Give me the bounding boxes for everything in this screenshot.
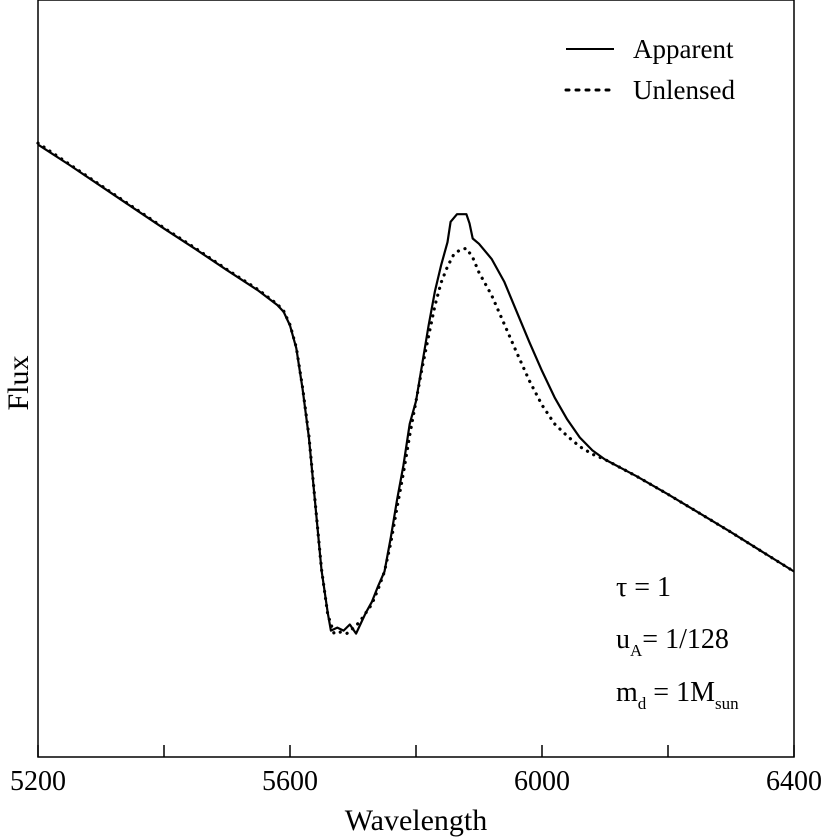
annotation-ua-value: = 1/128 [642, 624, 729, 655]
x-tick-label-5600: 5600 [262, 766, 318, 797]
x-axis-ticks [37, 745, 795, 757]
x-tick-label-6000: 6000 [514, 766, 570, 797]
x-tick-label-5200: 5200 [10, 766, 66, 797]
annotation-md-sub: d [638, 694, 647, 713]
series-line-apparent [37, 143, 795, 635]
legend-label-unlensed: Unlensed [633, 75, 735, 105]
series-line-unlensed [36, 141, 796, 636]
annotation-md-value: = 1M [646, 677, 715, 708]
annotation-ua-sub: A [630, 641, 643, 660]
legend-label-apparent: Apparent [633, 34, 734, 64]
annotations: τ = 1 uA= 1/128 md = 1Msun [616, 572, 739, 713]
annotation-tau: τ = 1 [616, 572, 671, 603]
x-tick-label-6400: 6400 [766, 766, 822, 797]
y-axis-label: Flux [2, 355, 35, 410]
series-layer [36, 141, 796, 636]
annotation-ua: uA= 1/128 [616, 624, 729, 660]
x-axis-tick-labels: 5200 5600 6000 6400 [10, 766, 822, 797]
legend: Apparent Unlensed [564, 34, 735, 105]
x-axis-label: Wavelength [345, 804, 488, 837]
annotation-md-unit-sub: sun [715, 694, 739, 713]
annotation-ua-main: u [616, 624, 630, 655]
annotation-tau-text: τ = 1 [616, 572, 671, 603]
annotation-md: md = 1Msun [616, 677, 739, 713]
annotation-md-main: m [616, 677, 638, 708]
